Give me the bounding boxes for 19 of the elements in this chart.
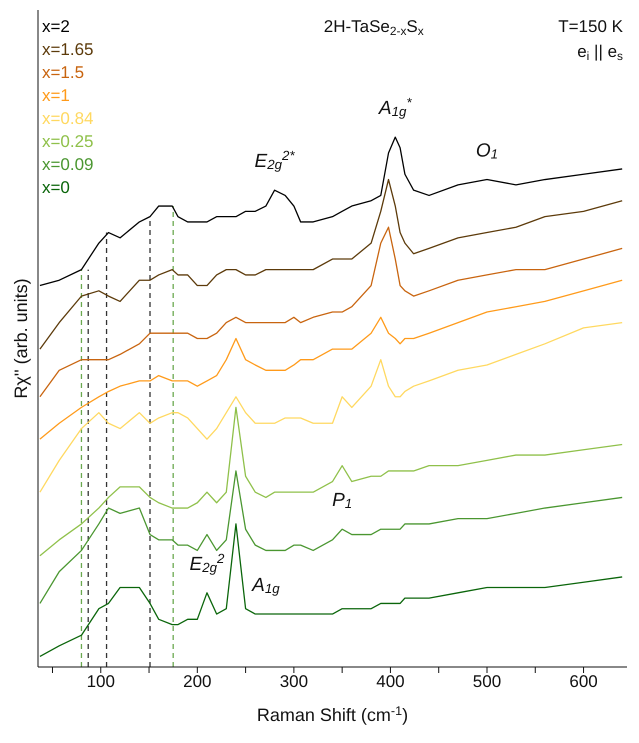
text: x=1 (42, 86, 70, 105)
text: x=2 (42, 17, 70, 36)
x-tick-label: 200 (183, 672, 212, 692)
text: x=1.5 (42, 63, 84, 82)
x-tick-label: 400 (376, 672, 405, 692)
text: x=0.09 (42, 155, 94, 174)
x-tick-label: 500 (472, 672, 502, 692)
x-axis-title: Raman Shift (cm$^{-1}$) (256, 704, 408, 725)
x-tick-label: 300 (280, 672, 308, 692)
text: x=0.25 (42, 132, 94, 151)
x-tick-label: 600 (569, 672, 598, 692)
chart-title: 2H-TaSe$_{2-x}$S$_{x}$ (324, 17, 424, 38)
x-tick-label: 100 (86, 672, 115, 692)
text: e$_{i}$ || e$_{s}$ (577, 42, 624, 63)
y-axis-title: Rχ'' (arb. units) (10, 278, 31, 399)
text: x=1.65 (42, 40, 94, 59)
text: T=150 K (558, 17, 624, 36)
text: x=0 (42, 178, 70, 197)
text: x=0.84 (42, 109, 94, 128)
